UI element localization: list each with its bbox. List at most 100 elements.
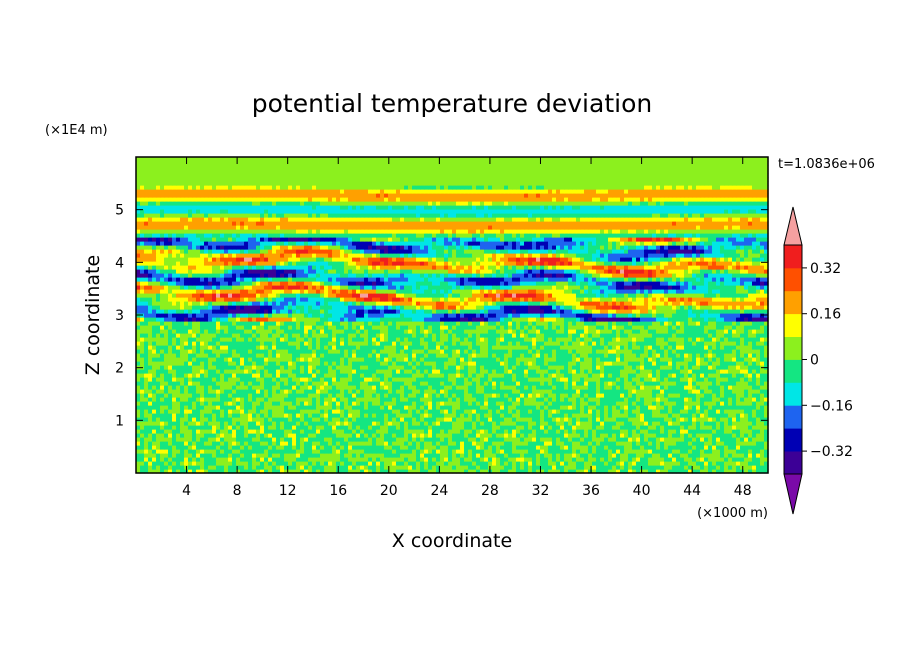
heatmap-cell xyxy=(276,429,281,434)
heatmap-cell xyxy=(136,345,141,350)
heatmap-cell xyxy=(440,373,445,378)
heatmap-cell xyxy=(348,397,353,402)
heatmap-cell xyxy=(700,365,705,370)
heatmap-cell xyxy=(552,389,557,394)
heatmap-cell xyxy=(728,381,733,386)
heatmap-cell xyxy=(484,409,489,414)
heatmap-cell xyxy=(440,385,445,390)
heatmap-cell xyxy=(400,373,405,378)
heatmap-cell xyxy=(236,365,241,370)
heatmap-cell xyxy=(388,453,393,458)
heatmap-cell xyxy=(600,361,605,366)
heatmap-cell xyxy=(284,469,289,474)
heatmap-cell xyxy=(320,401,325,406)
heatmap-cell xyxy=(344,365,349,370)
heatmap-cell xyxy=(152,389,157,394)
heatmap-cell xyxy=(652,433,657,438)
heatmap-cell xyxy=(424,377,429,382)
heatmap-cell xyxy=(568,381,573,386)
heatmap-cell xyxy=(252,405,257,410)
heatmap-cell xyxy=(744,449,749,454)
heatmap-cell xyxy=(344,469,349,474)
heatmap-cell xyxy=(140,433,145,438)
heatmap-cell xyxy=(720,385,725,390)
heatmap-cell xyxy=(316,377,321,382)
heatmap-cell xyxy=(676,401,681,406)
heatmap-cell xyxy=(464,385,469,390)
heatmap-cell xyxy=(616,409,621,414)
heatmap-cell xyxy=(524,441,529,446)
heatmap-cell xyxy=(212,409,217,414)
heatmap-cell xyxy=(644,381,649,386)
heatmap-cell xyxy=(520,357,525,362)
heatmap-cell xyxy=(148,381,153,386)
heatmap-cell xyxy=(300,385,305,390)
heatmap-cell xyxy=(356,385,361,390)
heatmap-cell xyxy=(456,469,461,474)
heatmap-cell xyxy=(628,405,633,410)
heatmap-cell xyxy=(336,449,341,454)
heatmap-cell xyxy=(696,385,701,390)
heatmap-cell xyxy=(356,433,361,438)
heatmap-cell xyxy=(676,425,681,430)
heatmap-cell xyxy=(456,421,461,426)
heatmap-cell xyxy=(152,469,157,474)
heatmap-cell xyxy=(528,369,533,374)
heatmap-cell xyxy=(512,389,517,394)
heatmap-cell xyxy=(716,429,721,434)
heatmap-cell xyxy=(376,397,381,402)
heatmap-cell xyxy=(500,437,505,442)
heatmap-cell xyxy=(220,345,225,350)
heatmap-cell xyxy=(356,461,361,466)
heatmap-cell xyxy=(552,417,557,422)
heatmap-cell xyxy=(432,373,437,378)
heatmap-cell xyxy=(292,421,297,426)
heatmap-cell xyxy=(340,413,345,418)
heatmap-cell xyxy=(688,421,693,426)
heatmap-cell xyxy=(752,389,757,394)
heatmap-cell xyxy=(512,449,517,454)
heatmap-cell xyxy=(600,365,605,370)
heatmap-cell xyxy=(296,413,301,418)
heatmap-cell xyxy=(676,357,681,362)
heatmap-cell xyxy=(552,457,557,462)
heatmap-cell xyxy=(712,425,717,430)
heatmap-cell xyxy=(632,469,637,474)
heatmap-cell xyxy=(736,357,741,362)
heatmap-cell xyxy=(328,369,333,374)
heatmap-cell xyxy=(260,465,265,470)
heatmap-cell xyxy=(496,465,501,470)
heatmap-cell xyxy=(544,465,549,470)
heatmap-cell xyxy=(712,389,717,394)
heatmap-cell xyxy=(556,413,561,418)
heatmap-cell xyxy=(676,397,681,402)
heatmap-cell xyxy=(404,433,409,438)
heatmap-cell xyxy=(544,389,549,394)
heatmap-cell xyxy=(260,409,265,414)
heatmap-cell xyxy=(556,369,561,374)
heatmap-cell xyxy=(256,365,261,370)
heatmap-cell xyxy=(196,385,201,390)
heatmap-cell xyxy=(404,449,409,454)
heatmap-cell xyxy=(364,377,369,382)
heatmap-cell xyxy=(136,425,141,430)
heatmap-cell xyxy=(520,361,525,366)
heatmap-cell xyxy=(680,429,685,434)
heatmap-cell xyxy=(384,441,389,446)
heatmap-cell xyxy=(684,441,689,446)
heatmap-cell xyxy=(440,425,445,430)
heatmap-cell xyxy=(484,413,489,418)
heatmap-cell xyxy=(472,413,477,418)
heatmap-cell xyxy=(340,381,345,386)
heatmap-cell xyxy=(600,417,605,422)
heatmap-cell xyxy=(292,377,297,382)
heatmap-cell xyxy=(304,361,309,366)
heatmap-cell xyxy=(448,409,453,414)
heatmap-cell xyxy=(252,393,257,398)
heatmap-cell xyxy=(448,425,453,430)
heatmap-cell xyxy=(744,369,749,374)
heatmap-cell xyxy=(352,401,357,406)
heatmap-cell xyxy=(596,381,601,386)
heatmap-cell xyxy=(628,397,633,402)
heatmap-cell xyxy=(652,381,657,386)
